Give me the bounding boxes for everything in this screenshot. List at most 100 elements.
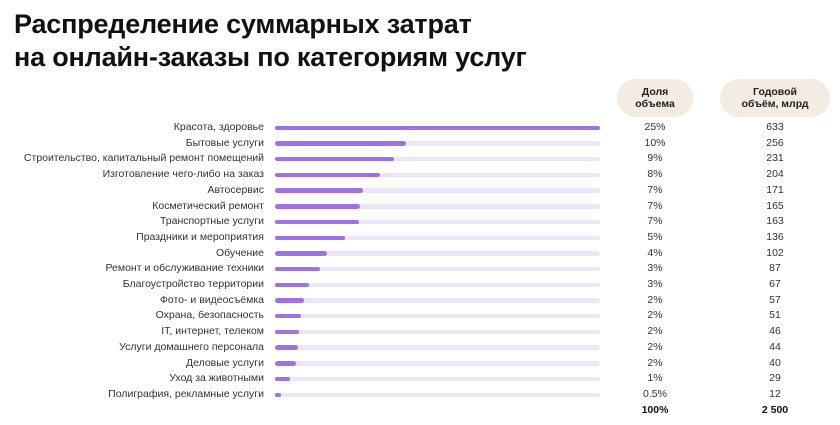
- share-value: 4%: [647, 246, 663, 259]
- bar-track: [275, 188, 600, 193]
- bar: [275, 125, 600, 131]
- volume-value: 102: [766, 246, 784, 259]
- volume-header-line-1: Годовой: [753, 86, 797, 98]
- volume-header-line-2: объём, млрд: [741, 98, 809, 110]
- volume-value: 12: [769, 387, 781, 400]
- share-value: 3%: [647, 278, 663, 290]
- bar-track: [275, 125, 600, 131]
- volume-value: 29: [769, 372, 781, 385]
- category-label: Деловые услуги: [185, 356, 264, 369]
- share-value: 8%: [647, 168, 663, 181]
- volume-value: 87: [769, 262, 781, 275]
- bar: [275, 376, 290, 382]
- share-value: 5%: [647, 230, 663, 243]
- chart-row: Транспортные услуги 7% 163: [0, 214, 840, 230]
- bar: [275, 392, 282, 397]
- share-value: 3%: [647, 262, 663, 275]
- bar: [275, 329, 299, 335]
- category-label: Благоустройство территории: [122, 278, 264, 290]
- volume-value: 231: [766, 152, 784, 165]
- volume-value: 67: [769, 278, 781, 290]
- bar: [275, 204, 360, 209]
- volume-value: 40: [769, 356, 781, 369]
- chart-row: Красота, здоровье 25% 633: [0, 120, 840, 136]
- bar-track: [275, 298, 600, 303]
- bar-track: [275, 141, 600, 146]
- volume-value: 57: [769, 293, 781, 306]
- volume-value: 171: [766, 183, 784, 196]
- chart-row: Автосервис 7% 171: [0, 183, 840, 199]
- bar: [275, 314, 302, 319]
- category-label: Транспортные услуги: [159, 215, 264, 228]
- bar-track: [275, 392, 600, 397]
- share-column-header: Доля объема: [617, 79, 693, 117]
- share-value: 0.5%: [643, 387, 667, 400]
- chart-row: Бытовые услуги 10% 256: [0, 136, 840, 152]
- share-value: 2%: [647, 309, 663, 322]
- share-value: 7%: [647, 215, 663, 228]
- volume-column-header: Годовой объём, млрд: [720, 79, 830, 117]
- category-label: Бытовые услуги: [185, 136, 264, 149]
- bar: [275, 235, 345, 240]
- chart-row: Ремонт и обслуживание техники 3% 87: [0, 261, 840, 277]
- chart-row: Косметический ремонт 7% 165: [0, 199, 840, 215]
- share-value: 7%: [647, 199, 663, 212]
- bar: [275, 188, 363, 193]
- bar-track: [275, 251, 600, 256]
- bar-track: [275, 345, 600, 350]
- chart-row: Изготовление чего-либо на заказ 8% 204: [0, 167, 840, 183]
- bar: [275, 282, 310, 288]
- bar: [275, 361, 296, 366]
- category-label: Автосервис: [207, 183, 264, 196]
- bar-track: [275, 329, 600, 335]
- category-label: Уход за животными: [169, 372, 264, 385]
- category-label: Красота, здоровье: [173, 121, 264, 133]
- chart-row: Услуги домашнего персонала 2% 44: [0, 340, 840, 356]
- volume-value: 165: [766, 199, 784, 212]
- chart-row: IT, интернет, телеком 2% 46: [0, 324, 840, 340]
- bar: [275, 251, 328, 256]
- category-label: Праздники и мероприятия: [136, 230, 264, 243]
- category-label: Изготовление чего-либо на заказ: [102, 168, 264, 181]
- total-volume: 2 500: [761, 404, 789, 416]
- volume-value: 46: [769, 325, 781, 338]
- category-label: Услуги домашнего персонала: [119, 340, 264, 353]
- bar-track: [275, 219, 600, 225]
- chart-row: Праздники и мероприятия 5% 136: [0, 230, 840, 246]
- chart-row: Уход за животными 1% 29: [0, 371, 840, 387]
- category-label: Охрана, безопасность: [155, 309, 264, 322]
- volume-value: 44: [769, 340, 781, 353]
- share-value: 9%: [647, 152, 663, 165]
- share-value: 2%: [647, 356, 663, 369]
- volume-value: 136: [766, 230, 784, 243]
- category-label: Ремонт и обслуживание техники: [105, 262, 264, 275]
- share-value: 1%: [647, 372, 663, 385]
- bar-track: [275, 282, 600, 288]
- share-header-line-2: объема: [635, 98, 675, 110]
- chart-title-line-2: на онлайн-заказы по категориям услуг: [14, 42, 527, 72]
- share-header-line-1: Доля: [641, 86, 669, 98]
- bar-track: [275, 266, 600, 272]
- share-value: 2%: [647, 340, 663, 353]
- total-share: 100%: [641, 404, 669, 416]
- bar-track: [275, 157, 600, 162]
- category-label: Полиграфия, рекламные услуги: [108, 387, 264, 400]
- chart-row: Благоустройство территории 3% 67: [0, 277, 840, 293]
- bar-track: [275, 204, 600, 209]
- chart-row: Полиграфия, рекламные услуги 0.5% 12: [0, 387, 840, 403]
- share-value: 2%: [647, 325, 663, 338]
- chart-row: Строительство, капитальный ремонт помеще…: [0, 151, 840, 167]
- bar-track: [275, 172, 600, 178]
- bar: [275, 298, 305, 303]
- share-value: 7%: [647, 183, 663, 196]
- chart-row: Фото- и видеосъёмка 2% 57: [0, 293, 840, 309]
- volume-value: 163: [766, 215, 784, 228]
- bar-track: [275, 376, 600, 382]
- bar: [275, 219, 359, 225]
- chart-row: Деловые услуги 2% 40: [0, 356, 840, 372]
- share-value: 2%: [647, 293, 663, 306]
- volume-value: 256: [766, 136, 784, 149]
- category-label: Строительство, капитальный ремонт помеще…: [23, 152, 264, 165]
- category-label: Обучение: [215, 246, 264, 259]
- chart-row: Обучение 4% 102: [0, 246, 840, 262]
